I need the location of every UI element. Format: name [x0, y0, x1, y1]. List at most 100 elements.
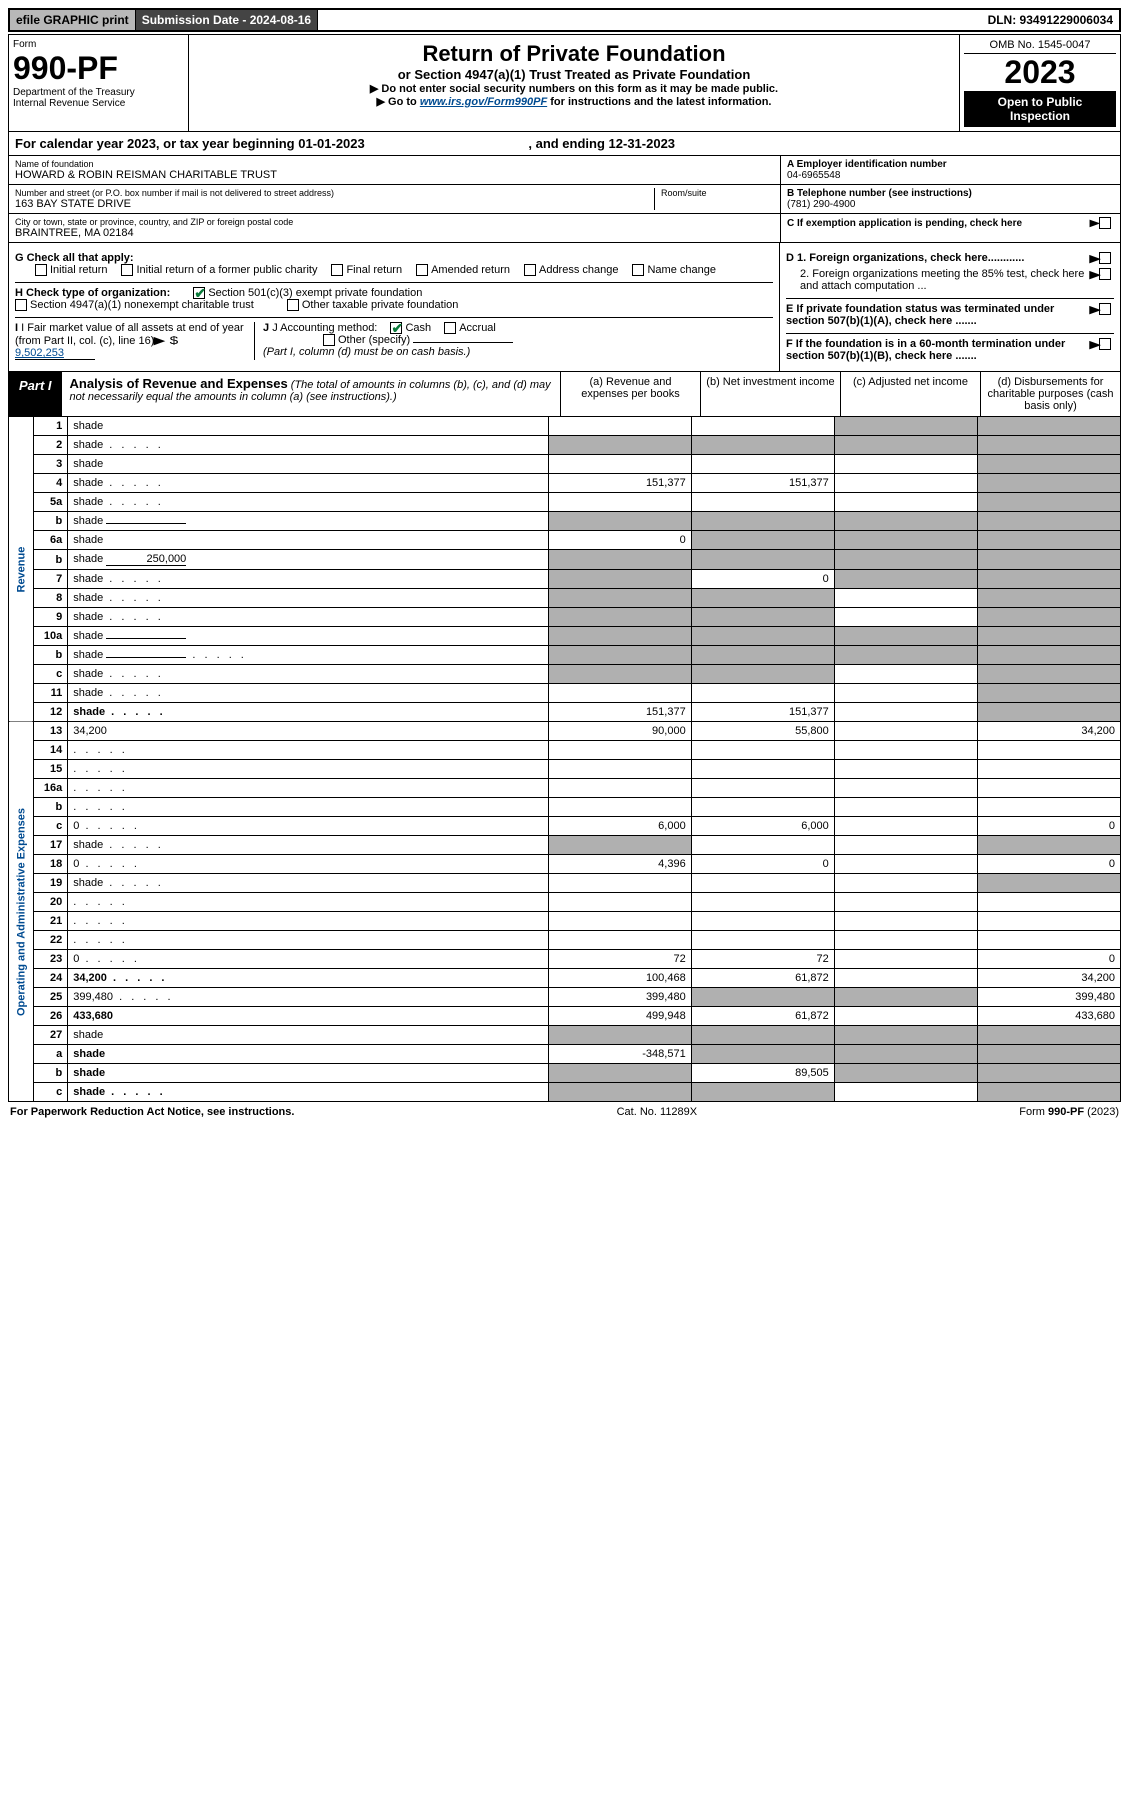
- room-label: Room/suite: [661, 188, 774, 198]
- j-other-input[interactable]: [413, 342, 513, 343]
- table-row: 180 . . . . .4,39600: [9, 855, 1121, 874]
- line-number: 27: [33, 1026, 68, 1045]
- cell-b: [691, 988, 834, 1007]
- g-address-checkbox[interactable]: [524, 264, 536, 276]
- d2-checkbox[interactable]: [1099, 268, 1111, 280]
- line-number: c: [33, 665, 68, 684]
- cell-b: 72: [691, 950, 834, 969]
- line-number: 26: [33, 1007, 68, 1026]
- cell-b: [691, 493, 834, 512]
- cell-b: 151,377: [691, 703, 834, 722]
- omb-number: OMB No. 1545-0047: [964, 39, 1116, 54]
- line-description: shade: [68, 455, 548, 474]
- cell-d: 433,680: [977, 1007, 1120, 1026]
- table-row: 7shade . . . . .0: [9, 570, 1121, 589]
- g-label: G Check all that apply:: [15, 252, 134, 264]
- footer-right: Form 990-PF (2023): [1019, 1106, 1119, 1118]
- g-amended-checkbox[interactable]: [416, 264, 428, 276]
- cell-a: [548, 1026, 691, 1045]
- line-description: shade: [68, 512, 548, 531]
- cell-c: [834, 589, 977, 608]
- line-description: shade . . . . .: [68, 665, 548, 684]
- cell-a: 4,396: [548, 855, 691, 874]
- cell-a: [548, 912, 691, 931]
- g-final-checkbox[interactable]: [331, 264, 343, 276]
- e-checkbox[interactable]: [1099, 303, 1111, 315]
- return-subtitle: or Section 4947(a)(1) Trust Treated as P…: [195, 67, 953, 82]
- table-row: 21 . . . . .: [9, 912, 1121, 931]
- cell-c: [834, 455, 977, 474]
- cal-begin: 01-01-2023: [298, 136, 365, 151]
- line-description: shade . . . . .: [68, 646, 548, 665]
- table-row: 4shade . . . . .151,377151,377: [9, 474, 1121, 493]
- cell-d: [977, 512, 1120, 531]
- cell-a: [548, 570, 691, 589]
- cell-b: [691, 627, 834, 646]
- line-description: shade . . . . .: [68, 608, 548, 627]
- ein-value: 04-6965548: [787, 170, 1114, 181]
- g-initial-former-checkbox[interactable]: [121, 264, 133, 276]
- j-note: (Part I, column (d) must be on cash basi…: [263, 346, 470, 358]
- table-row: 9shade . . . . .: [9, 608, 1121, 627]
- cell-c: [834, 684, 977, 703]
- cell-c: [834, 1064, 977, 1083]
- cell-d: [977, 893, 1120, 912]
- top-bar: efile GRAPHIC print Submission Date - 20…: [8, 8, 1121, 32]
- line-number: b: [33, 798, 68, 817]
- d1-checkbox[interactable]: [1099, 252, 1111, 264]
- f-checkbox[interactable]: [1099, 338, 1111, 350]
- cell-a: 151,377: [548, 474, 691, 493]
- cell-c: [834, 969, 977, 988]
- table-row: 27shade: [9, 1026, 1121, 1045]
- cell-b: 151,377: [691, 474, 834, 493]
- cell-c: [834, 436, 977, 455]
- cell-b: [691, 512, 834, 531]
- form-link[interactable]: www.irs.gov/Form990PF: [420, 96, 547, 108]
- footer-mid: Cat. No. 11289X: [617, 1106, 698, 1118]
- cell-c: [834, 531, 977, 550]
- cell-d: [977, 1026, 1120, 1045]
- line-number: 23: [33, 950, 68, 969]
- cell-a: [548, 684, 691, 703]
- d1-label: D 1. Foreign organizations, check here..…: [786, 252, 1091, 265]
- instr-line-2: ▶ Go to www.irs.gov/Form990PF for instru…: [195, 95, 953, 108]
- line-number: 15: [33, 760, 68, 779]
- cell-d: 0: [977, 855, 1120, 874]
- cell-c: [834, 1007, 977, 1026]
- efile-label[interactable]: efile GRAPHIC print: [10, 10, 136, 30]
- h-4947-checkbox[interactable]: [15, 299, 27, 311]
- line-description: . . . . .: [68, 741, 548, 760]
- j-cash-checkbox[interactable]: [390, 322, 402, 334]
- expenses-side-label: Operating and Administrative Expenses: [9, 722, 34, 1102]
- cell-c: [834, 893, 977, 912]
- j-accrual-checkbox[interactable]: [444, 322, 456, 334]
- cell-c: [834, 760, 977, 779]
- cell-d: [977, 531, 1120, 550]
- line-description: shade . . . . .: [68, 436, 548, 455]
- line-number: 10a: [33, 627, 68, 646]
- h-other-checkbox[interactable]: [287, 299, 299, 311]
- cell-a: 6,000: [548, 817, 691, 836]
- table-row: Revenue1shade: [9, 417, 1121, 436]
- cell-b: [691, 741, 834, 760]
- part1-header: Part I Analysis of Revenue and Expenses …: [8, 372, 1121, 417]
- j-other-checkbox[interactable]: [323, 334, 335, 346]
- inline-value: 250,000: [106, 553, 186, 566]
- i-value[interactable]: 9,502,253: [15, 347, 95, 360]
- h-501c3-checkbox[interactable]: [193, 287, 205, 299]
- cell-d: [977, 931, 1120, 950]
- inline-value: [106, 657, 186, 658]
- instr2-post: for instructions and the latest informat…: [547, 96, 771, 108]
- line-description: shade . . . . .: [68, 493, 548, 512]
- line-description: 0 . . . . .: [68, 855, 548, 874]
- g-opt-1: Initial return of a former public charit…: [136, 264, 317, 276]
- cell-c: [834, 703, 977, 722]
- cell-b: [691, 684, 834, 703]
- exemption-checkbox[interactable]: [1099, 217, 1111, 229]
- line-description: shade: [68, 1045, 548, 1064]
- line-number: 1: [33, 417, 68, 436]
- g-name-checkbox[interactable]: [632, 264, 644, 276]
- line-description: shade . . . . .: [68, 703, 548, 722]
- cell-a: 100,468: [548, 969, 691, 988]
- g-initial-checkbox[interactable]: [35, 264, 47, 276]
